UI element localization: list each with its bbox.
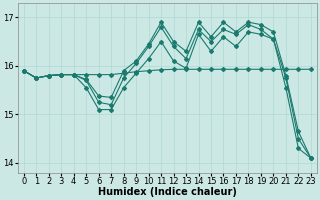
X-axis label: Humidex (Indice chaleur): Humidex (Indice chaleur) [98, 187, 237, 197]
